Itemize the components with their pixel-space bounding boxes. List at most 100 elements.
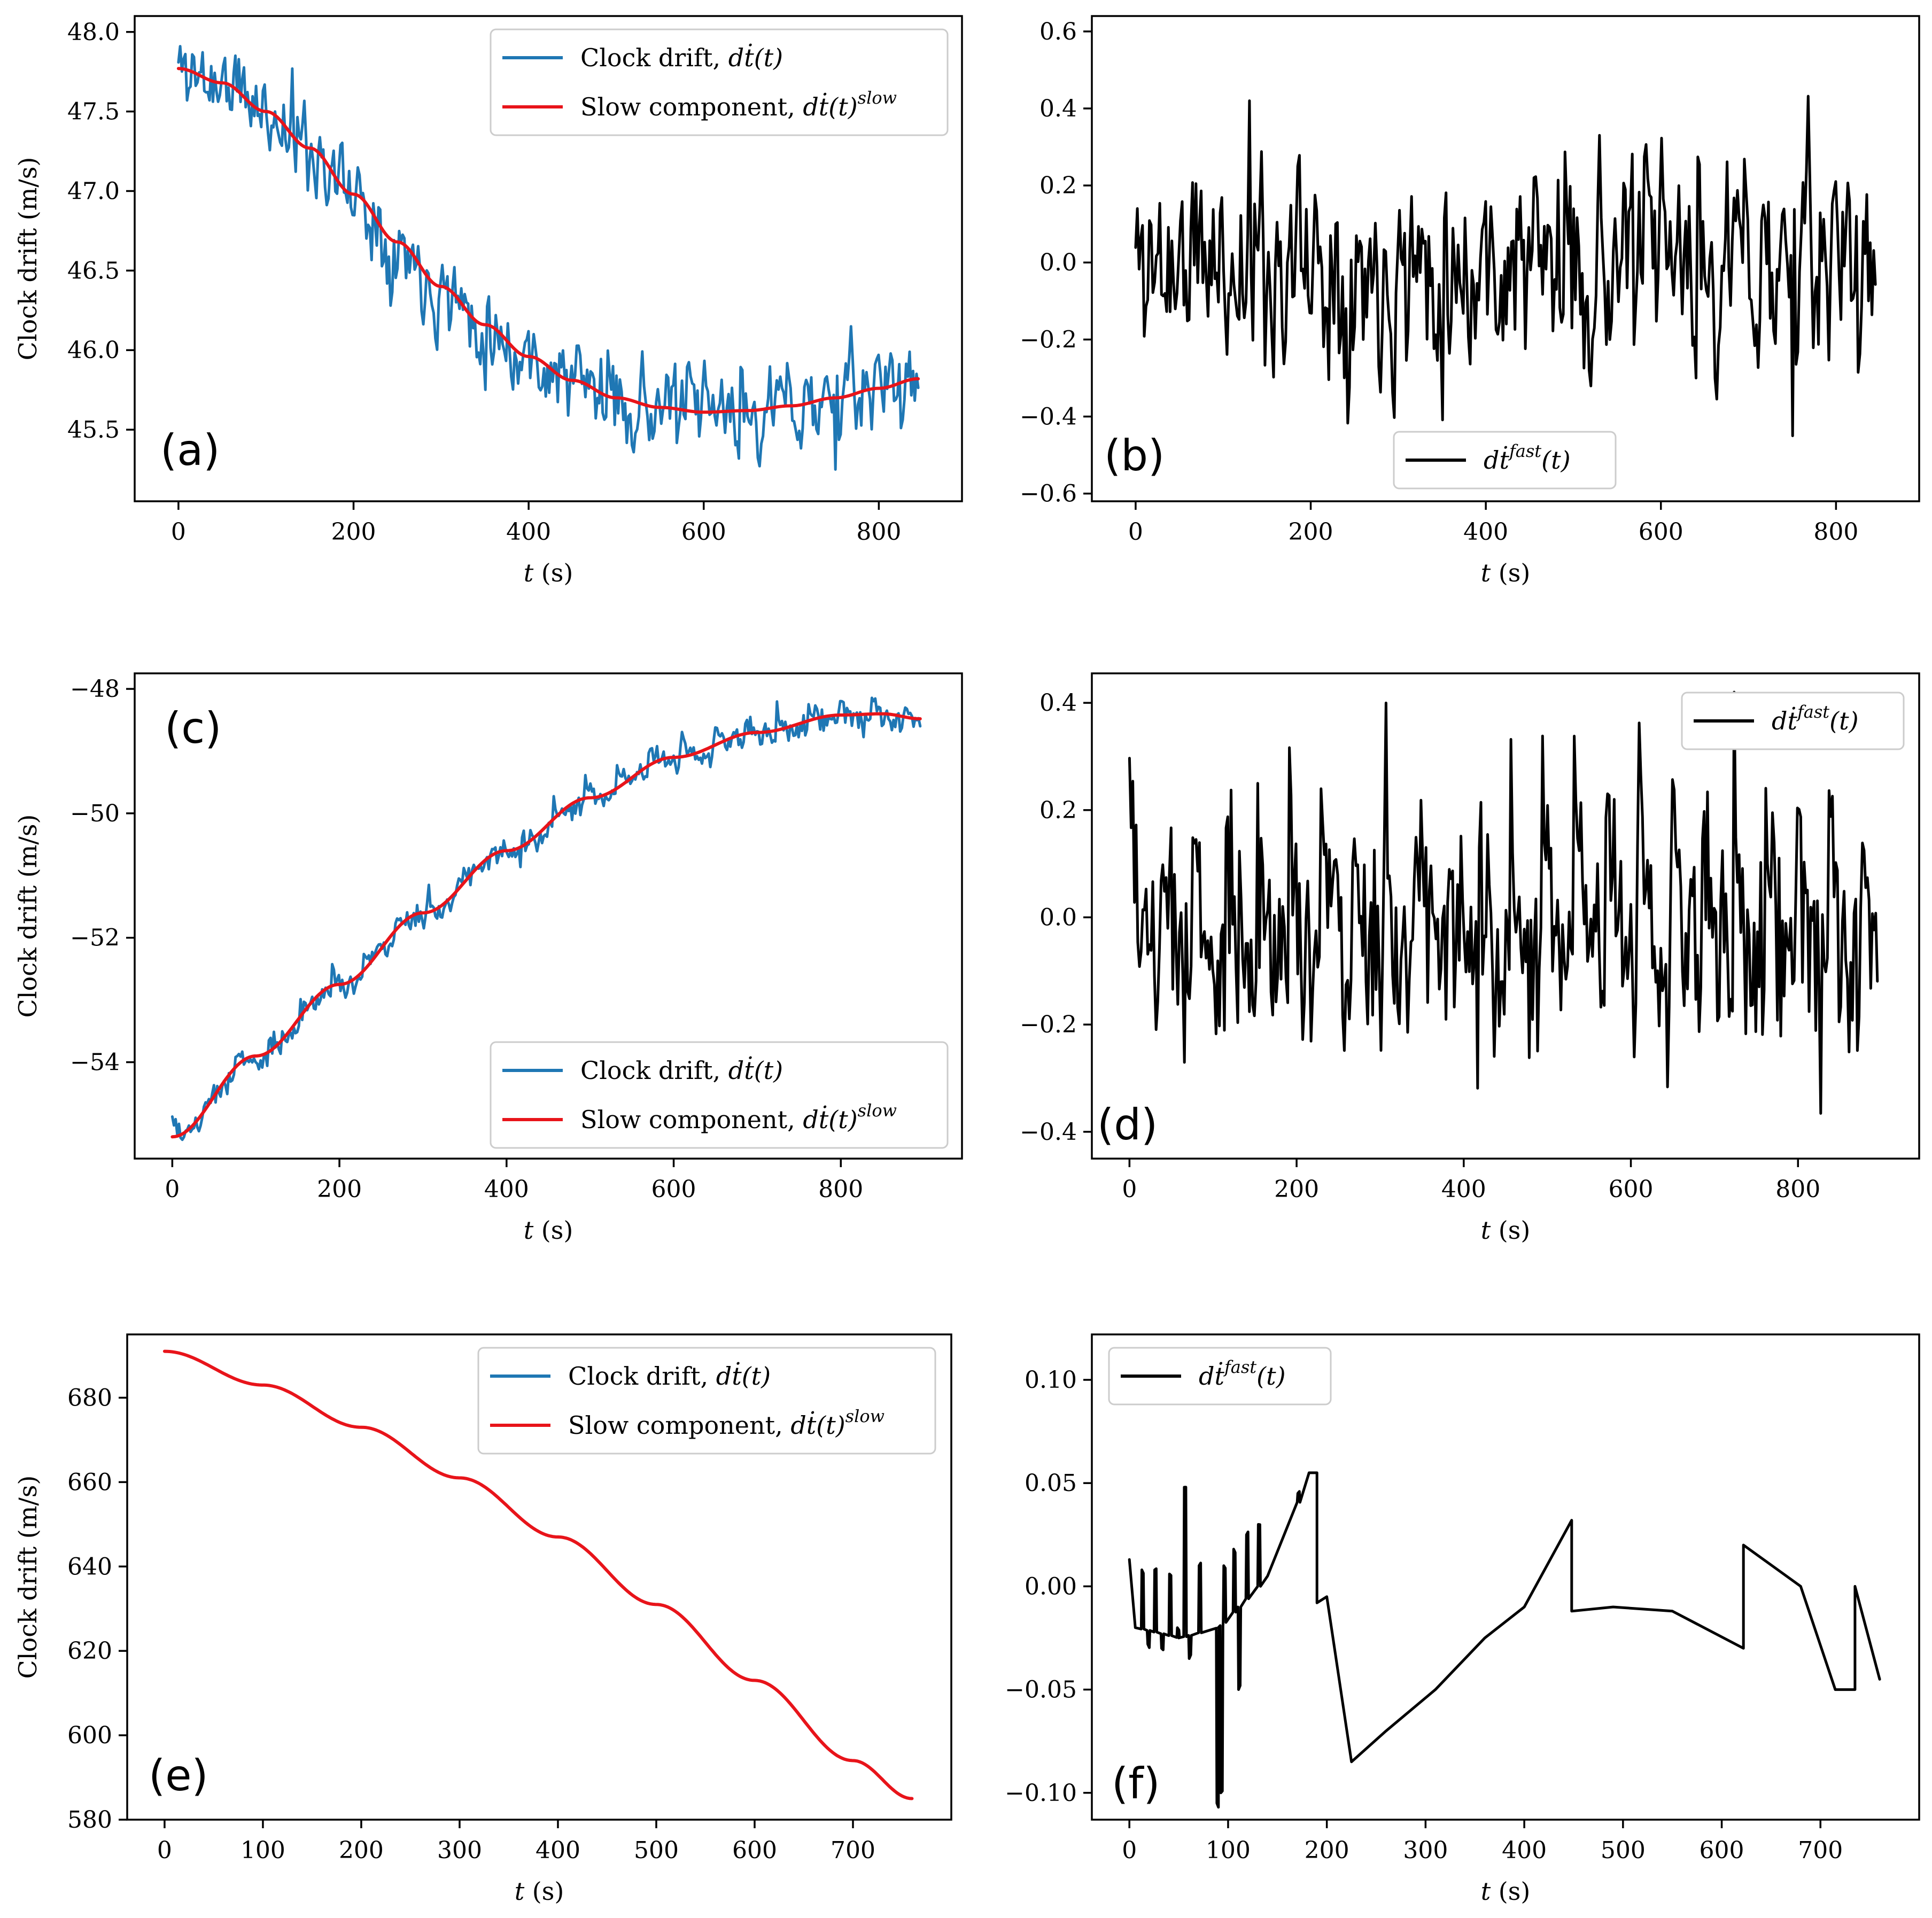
series-line-c-clock	[170, 696, 922, 1142]
x-tick-label-d: 0	[1122, 1176, 1137, 1203]
x-tick-label-d: 200	[1274, 1176, 1319, 1203]
legend-label-fast: dṫfast(t)	[1484, 441, 1571, 475]
panel-c: 0 200 400 600 800 −54 −52 −50 −48 t (s) Clock drif…	[13, 672, 963, 1245]
plot-area-e	[162, 1349, 914, 1800]
series-line-b-fast	[1134, 95, 1877, 437]
legend-label-clock: Clock drift, dṫ(t)	[568, 1361, 771, 1391]
y-axis-label-c: Clock drift (m/s)	[13, 814, 42, 1018]
x-tick-label-b: 0	[1128, 518, 1143, 546]
panel-d: 0 200 400 600 800 −0.4 −0.2 0.0 0.2 0.4 t (s) (d) dṫ…	[1020, 672, 1920, 1245]
x-axis-label-e: t (s)	[515, 1877, 564, 1906]
axes-frame-f	[1091, 1333, 1920, 1821]
x-tick-label-b: 800	[1813, 518, 1858, 546]
y-tick-label-e: 640	[67, 1553, 112, 1580]
x-tick-label-e: 100	[240, 1837, 285, 1864]
x-tick-label-a: 200	[331, 518, 376, 546]
x-tick-label-b: 200	[1289, 518, 1333, 546]
panel-label-f: (f)	[1112, 1759, 1160, 1808]
y-tick-label-a: 47.5	[67, 98, 120, 126]
y-tick-label-b: −0.6	[1020, 480, 1077, 508]
x-tick-label-e: 200	[339, 1837, 384, 1864]
y-tick-label-f: −0.05	[1005, 1676, 1077, 1704]
axes-frame-b	[1091, 15, 1920, 502]
legend-box-b	[1393, 431, 1617, 490]
legend-box-d	[1681, 692, 1905, 750]
plot-area-a	[176, 45, 920, 471]
legend-d: dṫfast(t)	[1681, 692, 1905, 750]
x-tick-label-f: 200	[1305, 1837, 1349, 1864]
x-tick-label-e: 300	[437, 1837, 482, 1864]
panel-e: 0 100 200 300 400 500 600 700 580 600 620 640 660 680…	[13, 1333, 952, 1906]
legend-c: Clock drift, dṫ(t) Slow component, dṫ(t)s…	[490, 1041, 949, 1149]
y-tick-label-c: −50	[70, 800, 120, 827]
panel-label-d: (d)	[1097, 1100, 1158, 1150]
series-line-d-fast	[1128, 690, 1879, 1115]
legend-box-e	[477, 1347, 936, 1455]
panel-f: 0 100 200 300 400 500 600 700 −0.10 −0.05 0.00 0.05…	[1005, 1333, 1920, 1906]
x-axis-label-a: t (s)	[524, 558, 573, 587]
y-tick-label-d: −0.4	[1020, 1119, 1077, 1146]
y-tick-label-a: 46.5	[67, 257, 120, 284]
panel-label-c: (c)	[165, 703, 221, 753]
x-tick-label-f: 0	[1122, 1837, 1137, 1864]
y-tick-label-f: 0.00	[1025, 1573, 1077, 1600]
y-axis-label-a: Clock drift (m/s)	[13, 157, 42, 361]
legend-label-clock: Clock drift, dṫ(t)	[580, 43, 783, 72]
x-axis-label-f: t (s)	[1481, 1877, 1531, 1906]
axes-frame-a	[134, 15, 963, 502]
y-tick-label-f: −0.10	[1005, 1780, 1077, 1807]
x-tick-label-f: 600	[1700, 1837, 1744, 1864]
y-tick-label-d: 0.4	[1039, 689, 1077, 717]
series-line-a-clock	[177, 45, 920, 471]
x-tick-label-e: 600	[732, 1837, 777, 1864]
y-tick-label-d: −0.2	[1020, 1011, 1077, 1038]
x-tick-label-f: 300	[1403, 1837, 1448, 1864]
legend-label-slow: Slow component, dṫ(t)slow	[568, 1406, 884, 1440]
y-tick-label-b: −0.2	[1020, 326, 1077, 353]
x-tick-label-c: 0	[165, 1176, 180, 1203]
x-tick-label-e: 0	[157, 1837, 172, 1864]
series-line-a-slow	[176, 67, 920, 414]
x-tick-label-c: 600	[651, 1176, 696, 1203]
y-tick-label-e: 660	[67, 1469, 112, 1496]
y-tick-label-d: 0.0	[1039, 904, 1077, 931]
panel-b: 0 200 400 600 800 −0.6 −0.4 −0.2 0.0 0.2 0.4 0.6 t (…	[1020, 15, 1920, 587]
x-tick-label-e: 500	[634, 1837, 679, 1864]
legend-box-c	[490, 1041, 949, 1149]
y-axis-label-e: Clock drift (m/s)	[13, 1476, 42, 1679]
legend-b: dṫfast(t)	[1393, 431, 1617, 490]
y-tick-label-f: 0.05	[1025, 1470, 1077, 1497]
x-tick-label-f: 500	[1601, 1837, 1646, 1864]
y-tick-label-e: 600	[67, 1722, 112, 1749]
x-tick-label-d: 800	[1775, 1176, 1820, 1203]
y-tick-label-c: −52	[70, 925, 120, 952]
legend-label-slow: Slow component, dṫ(t)slow	[580, 1100, 897, 1134]
axes-frame-d	[1091, 672, 1920, 1160]
x-tick-label-b: 600	[1639, 518, 1683, 546]
x-tick-label-c: 800	[818, 1176, 863, 1203]
x-tick-label-a: 400	[506, 518, 551, 546]
legend-e: Clock drift, dṫ(t) Slow component, dṫ(t)s…	[477, 1347, 936, 1455]
legend-box-a	[490, 28, 949, 136]
x-tick-label-a: 0	[171, 518, 186, 546]
series-line-c-slow	[170, 712, 922, 1139]
panel-a: 0 200 400 600 800 45.5 46.0 46.5 47.0 47.5 48.0 t (…	[13, 15, 963, 587]
x-tick-label-c: 200	[317, 1176, 362, 1203]
y-tick-label-a: 46.0	[67, 337, 120, 364]
x-tick-label-e: 400	[536, 1837, 580, 1864]
x-tick-label-c: 400	[484, 1176, 529, 1203]
x-tick-label-b: 400	[1463, 518, 1508, 546]
x-tick-label-d: 400	[1441, 1176, 1486, 1203]
x-tick-label-a: 600	[681, 518, 726, 546]
x-tick-label-d: 600	[1609, 1176, 1654, 1203]
y-tick-label-c: −48	[70, 675, 120, 703]
y-tick-label-a: 48.0	[67, 19, 120, 46]
y-tick-label-b: 0.0	[1039, 249, 1077, 276]
x-tick-label-f: 100	[1206, 1837, 1251, 1864]
x-tick-label-e: 700	[831, 1837, 875, 1864]
panel-label-a: (a)	[160, 425, 220, 475]
axes-frame-c	[134, 672, 963, 1160]
y-tick-label-a: 47.0	[67, 177, 120, 205]
y-tick-label-b: −0.4	[1020, 403, 1077, 430]
plot-area-f	[1128, 1471, 1881, 1809]
